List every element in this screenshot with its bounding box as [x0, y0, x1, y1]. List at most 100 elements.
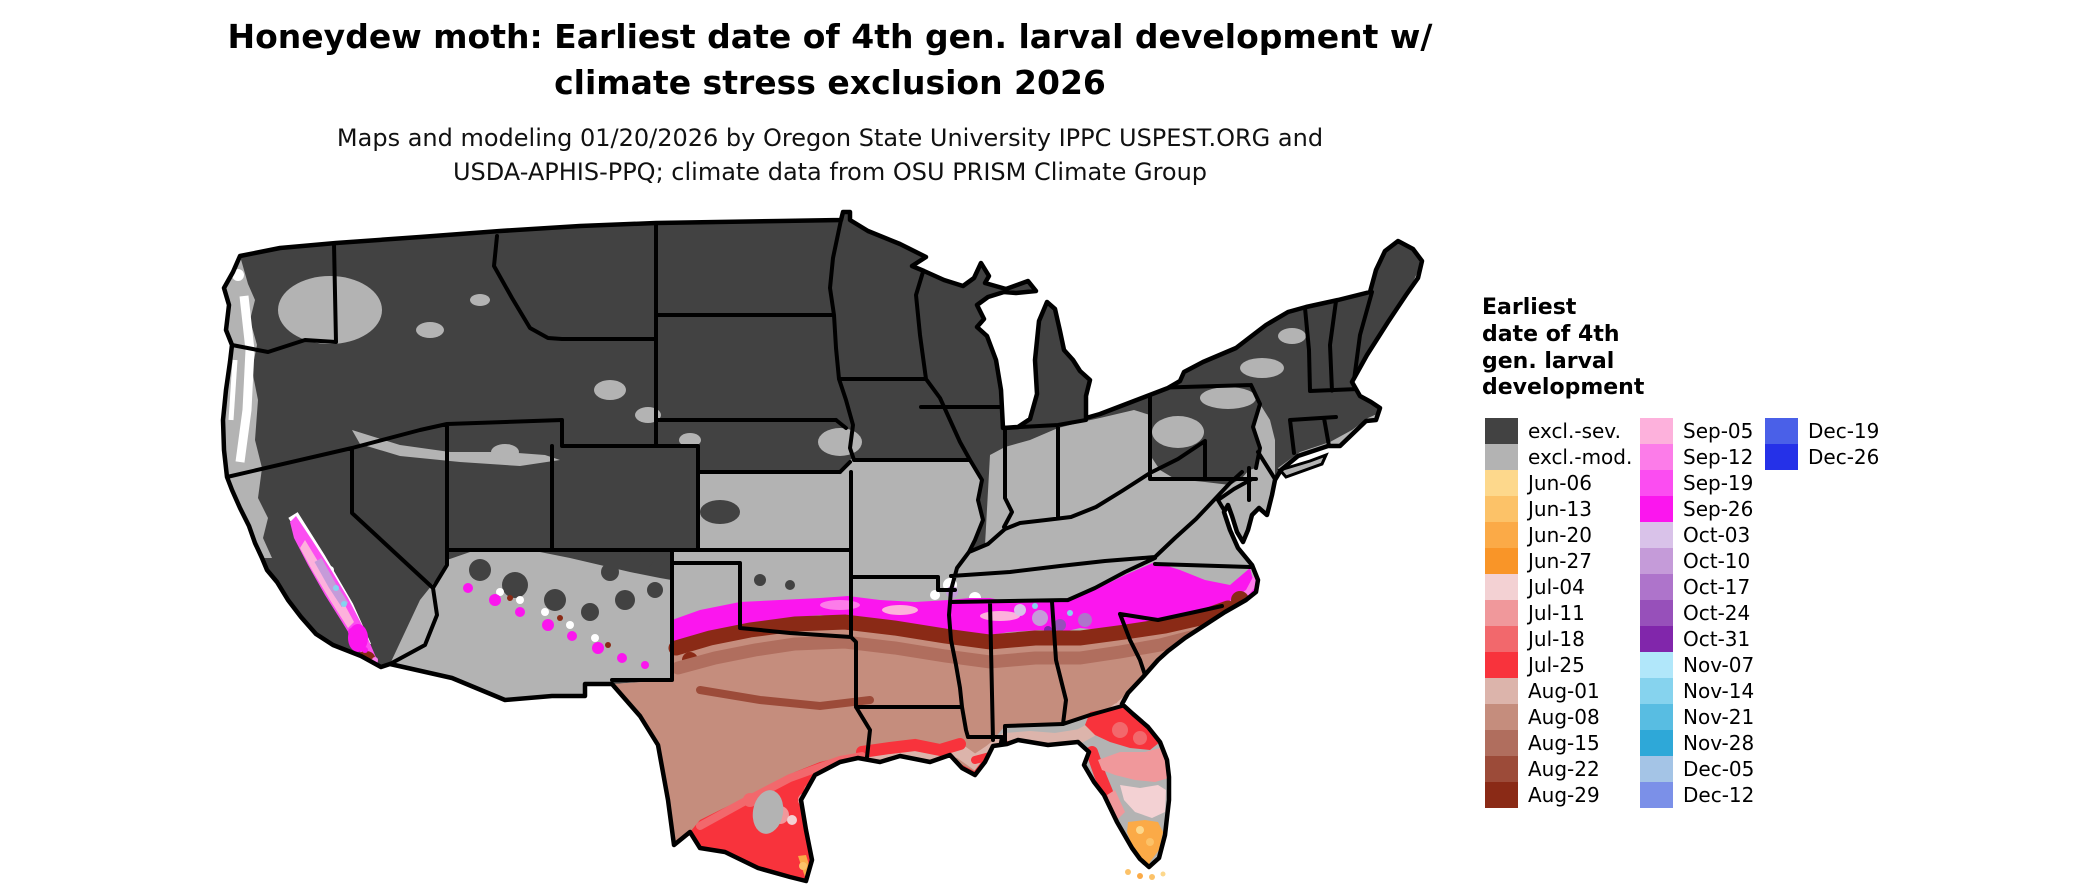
legend-row: Aug-08	[1485, 704, 1632, 731]
legend-column: Sep-05 Sep-12 Sep-19 Sep-26 Oct-03 Oct-10 Oct-…	[1640, 418, 1755, 809]
map-subtitle-line1: Maps and modeling 01/20/2026 by Oregon S…	[336, 124, 1324, 152]
legend-swatch	[1640, 496, 1673, 523]
legend-row: Jun-20	[1485, 522, 1632, 549]
legend-row: Jun-06	[1485, 470, 1632, 497]
legend-label: Oct-24	[1683, 601, 1751, 626]
legend-row: Jun-13	[1485, 496, 1632, 523]
legend-row: Oct-31	[1640, 626, 1754, 653]
legend-row: Aug-22	[1485, 756, 1632, 783]
region-dark-patches-southwest	[469, 500, 795, 621]
legend-row: Sep-12	[1640, 444, 1754, 471]
legend-swatch	[1485, 756, 1518, 783]
legend-row: Oct-10	[1640, 548, 1754, 575]
legend-swatch	[1640, 652, 1673, 679]
legend-label: Dec-12	[1683, 783, 1755, 808]
legend-swatch	[1640, 600, 1673, 627]
legend-row: Oct-17	[1640, 574, 1754, 601]
long-island	[1277, 452, 1329, 479]
legend-row: Oct-03	[1640, 522, 1754, 549]
legend-column: excl.-sev. excl.-mod. Jun-06 Jun-13 Jun-20 Ju…	[1485, 418, 1633, 809]
legend-row: Jun-27	[1485, 548, 1632, 575]
legend-row: Jul-04	[1485, 574, 1632, 601]
legend-swatch	[1485, 600, 1518, 627]
legend-swatch	[1485, 782, 1518, 809]
legend-title-line: development	[1482, 375, 1645, 401]
legend-swatch	[1765, 444, 1798, 471]
map-title: Honeydew moth: Earliest date of 4th gen.…	[0, 14, 1660, 106]
legend: Earliest date of 4th gen. larval developmen…	[1482, 295, 2082, 809]
legend-label: Aug-29	[1528, 783, 1600, 808]
region-florida-keys	[1125, 869, 1166, 880]
legend-row: excl.-sev.	[1485, 418, 1632, 445]
legend-swatch	[1485, 444, 1518, 471]
legend-row: Dec-19	[1765, 418, 1880, 445]
legend-label: Jul-11	[1528, 601, 1585, 626]
map-subtitle-line2: USDA-APHIS-PPQ; climate data from OSU PR…	[452, 157, 1208, 186]
legend-label: Sep-12	[1683, 445, 1754, 470]
legend-label: Oct-31	[1683, 627, 1751, 652]
legend-swatch	[1485, 470, 1518, 497]
conus-outline	[220, 209, 1425, 884]
legend-row: Sep-19	[1640, 470, 1754, 497]
legend-label: Dec-05	[1683, 757, 1755, 782]
legend-swatch	[1640, 574, 1673, 601]
region-june-orange	[798, 820, 1163, 880]
legend-label: Nov-07	[1683, 653, 1755, 678]
legend-swatch	[1485, 418, 1518, 445]
legend-swatch	[1485, 496, 1518, 523]
legend-row: Dec-26	[1765, 444, 1880, 471]
legend-row: Nov-07	[1640, 652, 1755, 679]
legend-label: Nov-14	[1683, 679, 1755, 704]
legend-label: Sep-26	[1683, 497, 1754, 522]
legend-swatch	[1485, 678, 1518, 705]
legend-row: Dec-05	[1640, 756, 1755, 783]
legend-swatch	[1485, 730, 1518, 757]
legend-swatch	[1640, 730, 1673, 757]
legend-row: Aug-29	[1485, 782, 1632, 809]
legend-label: Nov-28	[1683, 731, 1755, 756]
map-title-line1: Honeydew moth: Earliest date of 4th gen.…	[227, 17, 1433, 56]
legend-label: Jun-27	[1528, 549, 1592, 574]
legend-swatch	[1640, 444, 1673, 471]
region-south-texas-gray	[752, 790, 784, 834]
legend-label: Sep-19	[1683, 471, 1754, 496]
legend-label: Jun-13	[1528, 497, 1592, 522]
legend-label: excl.-sev.	[1528, 419, 1621, 444]
legend-row: Jul-25	[1485, 652, 1632, 679]
legend-label: Nov-21	[1683, 705, 1755, 730]
legend-label: Aug-22	[1528, 757, 1600, 782]
legend-row: Aug-01	[1485, 678, 1632, 705]
legend-label: Oct-17	[1683, 575, 1751, 600]
legend-title-line: Earliest	[1482, 295, 1577, 320]
legend-swatch	[1485, 704, 1518, 731]
legend-row: Dec-12	[1640, 782, 1755, 809]
legend-row: Jul-11	[1485, 600, 1632, 627]
legend-column: Dec-19 Dec-26	[1765, 418, 1880, 471]
legend-row: Sep-05	[1640, 418, 1754, 445]
region-southwest-mottling	[362, 583, 649, 704]
legend-row: Jul-18	[1485, 626, 1632, 653]
legend-label: excl.-mod.	[1528, 445, 1633, 470]
legend-title-line: gen. larval	[1482, 348, 1615, 374]
legend-row: Nov-28	[1640, 730, 1755, 757]
legend-label: Jun-06	[1528, 471, 1592, 496]
legend-swatch	[1640, 470, 1673, 497]
legend-row: Aug-15	[1485, 730, 1632, 757]
legend-label: Dec-19	[1808, 419, 1880, 444]
legend-label: Aug-15	[1528, 731, 1600, 756]
legend-row: Oct-24	[1640, 600, 1754, 627]
legend-label: Aug-01	[1528, 679, 1600, 704]
legend-swatch	[1640, 782, 1673, 809]
legend-swatch	[1485, 548, 1518, 575]
legend-label: Jul-04	[1528, 575, 1585, 600]
region-california-valley	[290, 516, 378, 668]
legend-label: Dec-26	[1808, 445, 1880, 470]
map-subtitle: Maps and modeling 01/20/2026 by Oregon S…	[0, 122, 1660, 189]
legend-label: Jul-18	[1528, 627, 1585, 652]
legend-label: Jun-20	[1528, 523, 1592, 548]
legend-swatch	[1485, 626, 1518, 653]
legend-label: Jul-25	[1528, 653, 1585, 678]
state-borders	[225, 218, 1374, 759]
legend-row: Sep-26	[1640, 496, 1754, 523]
